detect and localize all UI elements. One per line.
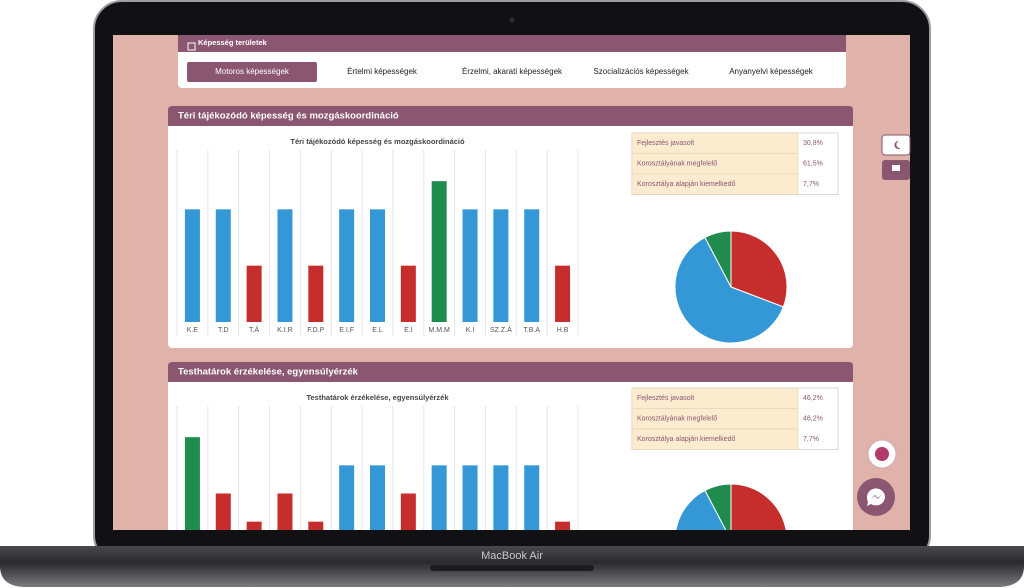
tabs-card-header — [178, 35, 846, 52]
tab[interactable]: Motoros képességek — [215, 67, 290, 76]
legend-label: Korosztályának megfelelő — [637, 416, 717, 423]
bar — [277, 209, 293, 322]
bar — [493, 465, 509, 530]
bar — [462, 465, 478, 530]
panel-title: Téri tájékozódó képesség és mozgáskoordi… — [178, 111, 399, 122]
bar — [370, 209, 385, 322]
pie-slice — [730, 230, 788, 308]
bar — [308, 265, 324, 322]
legend-value: 30,8% — [803, 140, 823, 147]
header-title: Képesség területek — [198, 38, 268, 47]
bar — [462, 209, 478, 322]
legend-value: 46,2% — [803, 416, 823, 423]
legend-label: Fejlesztés javasolt — [637, 395, 694, 402]
legend-label: Korosztálya alapján kiemelkedő — [637, 436, 736, 443]
x-tick-label: K.E — [187, 327, 199, 334]
tab[interactable]: Értelmi képességek — [347, 67, 418, 76]
bar — [215, 209, 231, 322]
legend-row — [631, 173, 799, 195]
x-tick-label: T.B.A — [523, 327, 540, 334]
charts: Téri tájékozódó képesség és mozgáskoordi… — [176, 132, 839, 530]
x-tick-label: SZ.Z.Á — [490, 325, 512, 334]
bar — [246, 265, 262, 322]
messenger-icon — [866, 488, 885, 506]
legend-label: Korosztályának megfelelő — [637, 161, 717, 168]
x-tick-label: M.M.M — [428, 327, 450, 334]
panel-header — [168, 362, 853, 382]
bar — [493, 209, 509, 322]
chat-icon — [892, 165, 900, 171]
active-tab-background[interactable] — [187, 62, 317, 82]
x-tick-label: K.I.R — [277, 327, 293, 334]
bar — [308, 521, 324, 530]
x-tick-label: E.L — [372, 327, 383, 334]
tab[interactable]: Szocializációs képességek — [593, 67, 689, 76]
x-tick-label: K.I — [466, 327, 475, 334]
header-icon — [187, 42, 196, 51]
x-tick-label: H.B — [557, 327, 569, 334]
device-label: MacBook Air — [481, 550, 543, 562]
bar — [246, 521, 262, 530]
panel-header — [168, 106, 853, 126]
bar — [431, 465, 447, 530]
pie-slice — [704, 483, 732, 530]
legend-row — [631, 428, 799, 450]
camera — [509, 17, 515, 23]
bar — [555, 265, 571, 322]
x-tick-label: T.Á — [249, 325, 259, 334]
legend-value: 61,5% — [803, 161, 823, 168]
bar — [215, 493, 231, 530]
pie-slice — [704, 230, 732, 288]
tab[interactable]: Érzelmi, akarati képességek — [462, 67, 563, 76]
chart-title: Testhatárok érzékelése, egyensúlyérzék — [306, 393, 449, 402]
hinge-notch — [430, 565, 594, 571]
screen: Képesség területek Motoros képességek Ér… — [113, 35, 910, 530]
legend-value: 46,2% — [803, 395, 823, 402]
legend-label: Korosztálya alapján kiemelkedő — [637, 181, 736, 188]
bar — [431, 181, 447, 322]
x-tick-label: E.I — [404, 327, 413, 334]
x-tick-label: T.D — [218, 327, 229, 334]
bar — [400, 265, 416, 322]
tab[interactable]: Anyanyelvi képességek — [729, 67, 814, 76]
bar — [524, 465, 540, 530]
moon-icon — [894, 140, 901, 149]
bar — [184, 437, 200, 530]
messenger-icon-bolt — [871, 494, 882, 499]
legend-label: Fejlesztés javasolt — [637, 140, 694, 147]
pie-slice — [730, 483, 787, 530]
x-tick-label: F.D.P — [307, 327, 324, 334]
legend-value: 7,7% — [803, 436, 819, 443]
chart-title: Téri tájékozódó képesség és mozgáskoordi… — [290, 137, 465, 146]
bar — [555, 521, 571, 530]
x-tick-label: E.I.F — [339, 327, 354, 334]
bar — [339, 465, 355, 530]
bar — [339, 209, 355, 322]
bar — [277, 493, 293, 530]
legend-value: 7,7% — [803, 181, 819, 188]
pie-slice — [674, 236, 784, 344]
bar — [524, 209, 540, 322]
panel-title: Testhatárok érzékelése, egyensúlyérzék — [178, 367, 359, 378]
bar — [184, 209, 200, 322]
assistant-avatar-face — [875, 447, 889, 461]
bar — [370, 465, 385, 530]
bar — [400, 493, 416, 530]
pie-slice — [675, 489, 727, 530]
